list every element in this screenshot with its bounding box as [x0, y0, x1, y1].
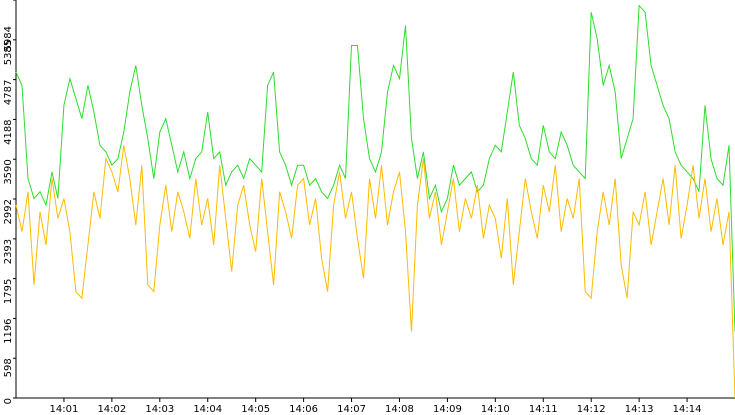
x-tick-label: 14:06 [289, 404, 318, 415]
y-tick-label: 1795 [3, 279, 14, 304]
y-tick-label: 4188 [3, 119, 14, 144]
y-tick-label: 5385 [3, 40, 14, 65]
x-tick-label: 14:09 [433, 404, 462, 415]
y-tick-label: 1196 [3, 318, 14, 343]
x-tick-label: 14:13 [625, 404, 654, 415]
x-tick-label: 14:03 [145, 404, 174, 415]
x-tick-label: 14:10 [481, 404, 510, 415]
x-tick-label: 14:11 [529, 404, 558, 415]
x-tick-label: 14:07 [337, 404, 366, 415]
x-tick-label: 14:01 [50, 404, 79, 415]
series-line [15, 4, 735, 332]
series-line [15, 145, 735, 399]
y-tick-label: 0 [3, 398, 14, 404]
y-tick-label: 2393 [3, 239, 14, 264]
y-tick-label: 2992 [3, 199, 14, 224]
y-tick-label: 598 [3, 358, 14, 377]
x-tick-label: 14:04 [193, 404, 222, 415]
y-tick-label: 3590 [3, 159, 14, 184]
x-tick-label: 14:08 [385, 404, 414, 415]
x-tick-label: 14:05 [241, 404, 270, 415]
x-tick-label: 14:14 [673, 404, 702, 415]
x-tick-label: 14:02 [97, 404, 126, 415]
y-tick-label: 4787 [3, 80, 14, 105]
x-tick-label: 14:12 [577, 404, 606, 415]
y-tick-label: 5984 [3, 26, 14, 51]
